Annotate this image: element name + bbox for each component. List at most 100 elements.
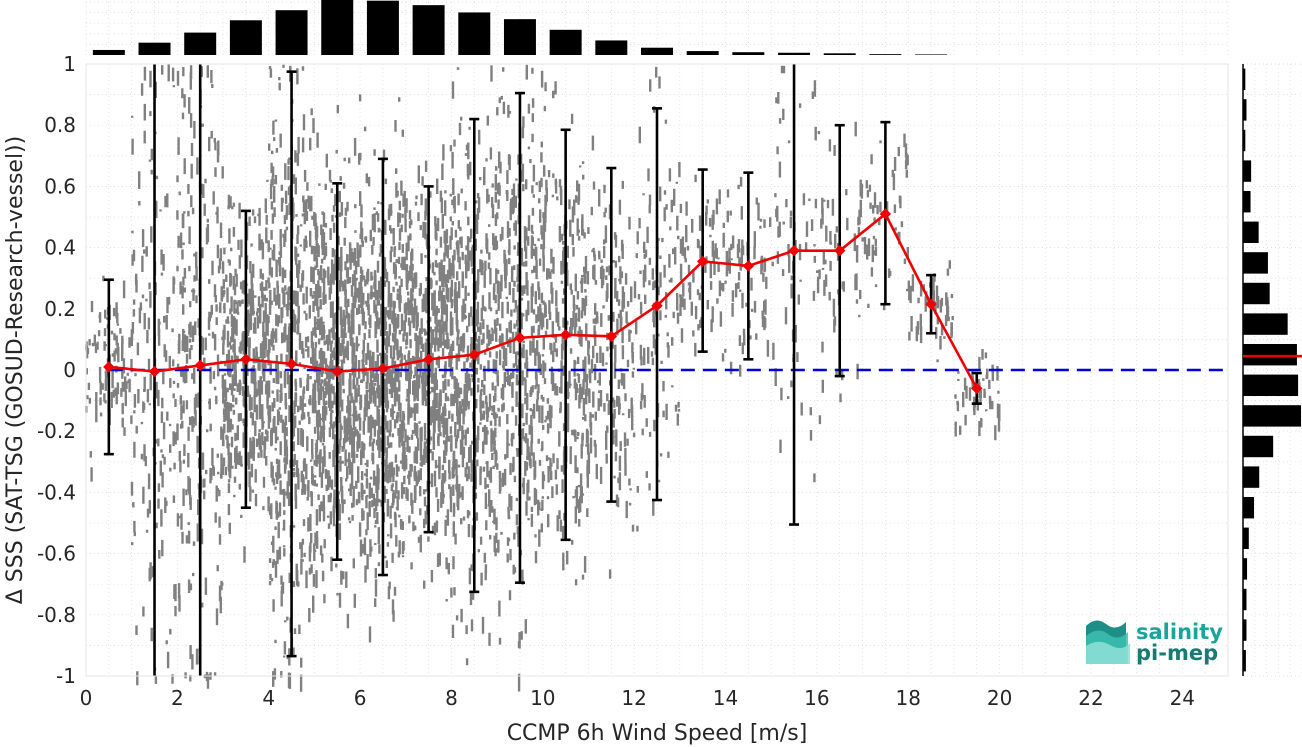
x-tick-label: 6 <box>354 686 367 710</box>
right-hist-bar <box>1243 527 1249 550</box>
logo: salinity pi-mep <box>1086 620 1223 665</box>
right-hist-bar <box>1243 619 1247 641</box>
right-hist-bar <box>1243 466 1260 488</box>
y-axis-label: Δ SSS (SAT-TSG (GOSUD-Research-vessel)) <box>3 136 28 604</box>
binned-mean-markers <box>103 208 983 395</box>
top-hist-bar <box>229 20 262 56</box>
x-tick-label: 10 <box>530 686 555 710</box>
top-hist-bar <box>869 54 902 55</box>
y-tick-label: 0.4 <box>44 236 76 260</box>
mean-marker <box>377 362 389 375</box>
top-hist-bar <box>184 32 217 55</box>
y-tick-label: 0.8 <box>44 113 76 137</box>
mean-marker <box>651 300 663 312</box>
top-hist-bar <box>915 54 948 55</box>
x-tick-label: 22 <box>1078 686 1103 710</box>
y-tick-label: -0.6 <box>37 542 76 566</box>
right-hist-bar <box>1243 343 1297 366</box>
top-hist-bar <box>686 51 719 55</box>
top-hist-bar <box>412 5 445 55</box>
right-hist-bar <box>1243 435 1274 458</box>
binned-mean-line <box>108 211 978 389</box>
mean-marker <box>742 260 755 272</box>
mean-marker <box>103 361 115 373</box>
mean-marker <box>925 298 937 310</box>
right-hist-bar <box>1243 68 1246 91</box>
right-hist-bar <box>1243 190 1251 213</box>
right-hist-bar <box>1243 99 1247 121</box>
y-tick-label: -1 <box>56 664 76 688</box>
right-hist-bar <box>1243 588 1247 611</box>
right-hist-bar <box>1243 374 1299 397</box>
mean-marker <box>514 332 526 344</box>
top-histogram <box>92 0 948 56</box>
y-tick-label: 1 <box>63 52 76 76</box>
mean-marker <box>605 330 618 343</box>
top-hist-bar <box>641 47 673 55</box>
mean-marker <box>559 329 572 341</box>
top-hist-bar <box>275 10 308 55</box>
top-hist-bar <box>823 53 856 55</box>
x-tick-label: 18 <box>896 686 921 710</box>
right-hist-bar <box>1243 558 1248 580</box>
right-hist-bar <box>1243 405 1301 427</box>
top-hist-bar <box>595 40 628 55</box>
mean-marker <box>971 382 983 395</box>
mean-marker <box>788 244 800 257</box>
mean-marker <box>285 358 298 370</box>
mean-marker <box>194 359 206 372</box>
scatter-streaks <box>85 64 1001 692</box>
y-tick-label: 0 <box>63 358 76 382</box>
y-tick-label: -0.2 <box>37 419 76 443</box>
right-hist-bar <box>1243 282 1270 305</box>
x-axis-label: CCMP 6h Wind Speed [m/s] <box>507 721 808 746</box>
mean-marker <box>834 244 846 257</box>
mean-marker <box>240 353 252 365</box>
y-tick-label: 0.6 <box>44 174 76 198</box>
mean-marker <box>148 365 161 378</box>
top-hist-bar <box>458 12 491 56</box>
top-hist-bar <box>321 0 354 55</box>
x-tick-label: 0 <box>80 686 93 710</box>
right-hist-bar <box>1243 221 1259 244</box>
right-hist-bar <box>1243 252 1268 274</box>
plot-frame <box>85 63 1229 677</box>
top-hist-bar <box>778 52 811 55</box>
right-hist-bar <box>1243 160 1252 182</box>
x-tick-label: 2 <box>171 686 184 710</box>
x-tick-label: 14 <box>713 686 738 710</box>
y-tick-label: -0.4 <box>37 480 76 504</box>
y-tick-label: -0.8 <box>37 603 76 627</box>
right-hist-bar <box>1243 649 1246 672</box>
top-hist-bar <box>503 19 536 55</box>
x-tick-label: 12 <box>621 686 646 710</box>
mean-marker <box>879 208 892 220</box>
top-hist-bar <box>549 29 582 55</box>
logo-text-pi-mep: pi-mep <box>1136 641 1218 665</box>
right-hist-grid <box>1242 63 1302 677</box>
y-tick-labels: -1 -0.8 -0.6 -0.4 -0.2 0 0.2 0.4 0.6 0.8 1 <box>37 52 76 688</box>
logo-text-salinity: salinity <box>1136 620 1223 644</box>
top-hist-bar <box>92 49 125 55</box>
x-tick-label: 24 <box>1170 686 1195 710</box>
logo-waves-icon <box>1086 620 1130 664</box>
mean-marker <box>696 255 709 268</box>
x-tick-label: 16 <box>804 686 829 710</box>
top-hist-bar <box>138 42 171 55</box>
x-tick-label: 8 <box>445 686 458 710</box>
scatter-points <box>85 64 1001 692</box>
right-hist-bar <box>1243 313 1288 335</box>
mean-marker <box>468 348 480 361</box>
mean-marker <box>331 365 343 378</box>
y-tick-label: 0.2 <box>44 297 76 321</box>
x-tick-label: 4 <box>262 686 275 710</box>
right-hist-bar <box>1243 496 1255 519</box>
top-hist-bar <box>366 0 399 55</box>
top-hist-bar <box>732 52 765 55</box>
mean-marker <box>422 353 435 365</box>
x-tick-labels: 0 2 4 6 8 10 12 14 16 18 20 22 24 <box>80 686 1195 710</box>
right-histogram <box>1243 68 1301 672</box>
right-hist-bar <box>1243 129 1246 152</box>
x-tick-label: 20 <box>987 686 1012 710</box>
